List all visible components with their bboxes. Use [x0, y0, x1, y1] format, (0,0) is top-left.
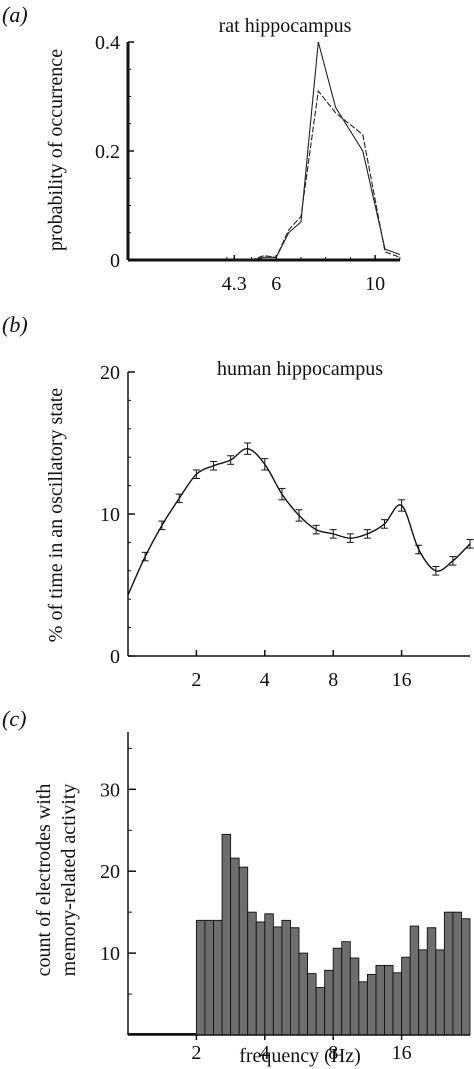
panel-c-bar: [366, 973, 377, 1036]
panel-c-bar: [332, 947, 343, 1036]
panel-a-title: rat hippocampus: [219, 15, 352, 37]
panel-c-bar: [281, 919, 291, 1036]
panel-c-bar: [341, 941, 351, 1036]
panel-c-bar: [255, 921, 266, 1036]
panel-c-ytick-label: 30: [100, 779, 120, 801]
panel-b-errorbar: [295, 509, 303, 522]
panel-c-xtick-label: 2: [191, 1042, 201, 1064]
panel-b-ytick-label: 10: [100, 504, 120, 526]
panel-c-bar: [204, 919, 214, 1036]
panel-c-bar: [238, 866, 249, 1036]
panel-c-bar: [392, 972, 403, 1036]
panel-b-series-line: [127, 447, 471, 596]
panel-b-errorbar: [192, 469, 200, 479]
panel-b-errorbar: [415, 544, 423, 555]
panel-b-errorbar: [432, 566, 440, 576]
panel-b-ytick-label: 0: [110, 646, 120, 668]
panel-c-xlabel: frequency (Hz): [239, 1045, 361, 1067]
panel-a-ylabel: probability of occurrence: [45, 49, 67, 251]
panel-a-series-line: [234, 89, 401, 261]
panel-a-xtick-label: 4.3: [222, 273, 247, 295]
panel-b-errorbar: [346, 533, 354, 543]
panel-c-bar: [315, 987, 326, 1036]
panel-a-xtick-label: 10: [365, 273, 385, 295]
panel-b-errorbar: [380, 519, 388, 529]
panel-c-bar: [272, 926, 283, 1036]
panel-c-ylabel-line1: count of electrodes with: [33, 784, 55, 977]
panel-b-errorbar: [466, 539, 474, 549]
panel-c-bar: [307, 973, 317, 1036]
panel-c-bar: [298, 952, 309, 1036]
panel-b-errorbar: [329, 529, 337, 539]
panel-a: (a) rat hippocampus probability of occur…: [2, 2, 401, 295]
panel-b-xtick-label: 16: [392, 669, 412, 691]
panel-c-label: (c): [2, 706, 26, 731]
panel-c-bar: [435, 949, 445, 1036]
panel-c-bar: [358, 981, 368, 1036]
panel-c-bar: [409, 925, 420, 1036]
panel-b-xtick-label: 8: [328, 669, 338, 691]
panel-c-bar: [290, 927, 300, 1036]
panel-b-ylabel: % of time in an oscillatory state: [45, 388, 67, 642]
panel-c-bar: [426, 927, 437, 1036]
panel-b-errorbar: [261, 458, 269, 471]
panel-b-title: human hippocampus: [217, 358, 383, 380]
panel-b-xtick-label: 2: [191, 669, 201, 691]
panel-a-ytick-label: 0.2: [95, 141, 120, 163]
panel-c-bar: [418, 949, 428, 1036]
panel-b-errorbar: [363, 529, 371, 539]
panel-b-errorbar: [175, 493, 183, 504]
panel-c-xtick-label: 4: [260, 1042, 270, 1064]
panel-c-bar: [324, 969, 334, 1036]
panel-c-bar: [221, 833, 232, 1036]
panel-b-errorbar: [449, 556, 457, 566]
panel-b-label: (b): [2, 312, 28, 337]
panel-a-xtick-label: 6: [271, 273, 281, 295]
panel-a-label: (a): [2, 2, 28, 27]
panel-b-errorbar: [244, 442, 252, 455]
panel-b-errorbar: [158, 520, 166, 531]
panel-b-errorbar: [141, 551, 149, 562]
panel-a-ytick-label: 0: [110, 250, 120, 272]
panel-b-errorbar: [210, 460, 218, 471]
panel-b-ytick-label: 20: [100, 362, 120, 384]
panel-c-bar: [247, 911, 257, 1036]
panel-c: (c) count of electrodes with memory-rela…: [2, 706, 471, 1067]
panel-b-errorbar: [398, 499, 406, 512]
panel-c-bar: [401, 956, 411, 1036]
panel-c-bar: [213, 919, 223, 1036]
panel-c-bar: [375, 964, 385, 1036]
panel-c-bar: [195, 919, 206, 1036]
panel-c-bar: [443, 911, 454, 1036]
panel-c-bar: [452, 911, 462, 1036]
panel-b-errorbar: [278, 487, 286, 501]
panel-b-xtick-label: 4: [260, 669, 270, 691]
panel-c-xtick-label: 8: [328, 1042, 338, 1064]
panel-b-errorbar: [312, 524, 320, 535]
panel-c-ylabel-line2: memory-related activity: [58, 784, 80, 977]
panel-b: (b) human hippocampus % of time in an os…: [2, 312, 474, 691]
panel-c-bar: [461, 918, 471, 1036]
panel-c-ytick-label: 10: [100, 943, 120, 965]
panel-b-errorbar: [227, 455, 235, 465]
panel-a-ytick-label: 0.4: [95, 32, 120, 54]
panel-c-bar: [264, 913, 274, 1036]
panel-c-bar: [349, 957, 360, 1036]
panel-c-xtick-label: 16: [392, 1042, 412, 1064]
panel-a-series-line: [234, 41, 401, 261]
panel-c-ytick-label: 20: [100, 861, 120, 883]
panel-c-bar: [384, 964, 394, 1036]
panel-c-bar: [230, 857, 240, 1036]
